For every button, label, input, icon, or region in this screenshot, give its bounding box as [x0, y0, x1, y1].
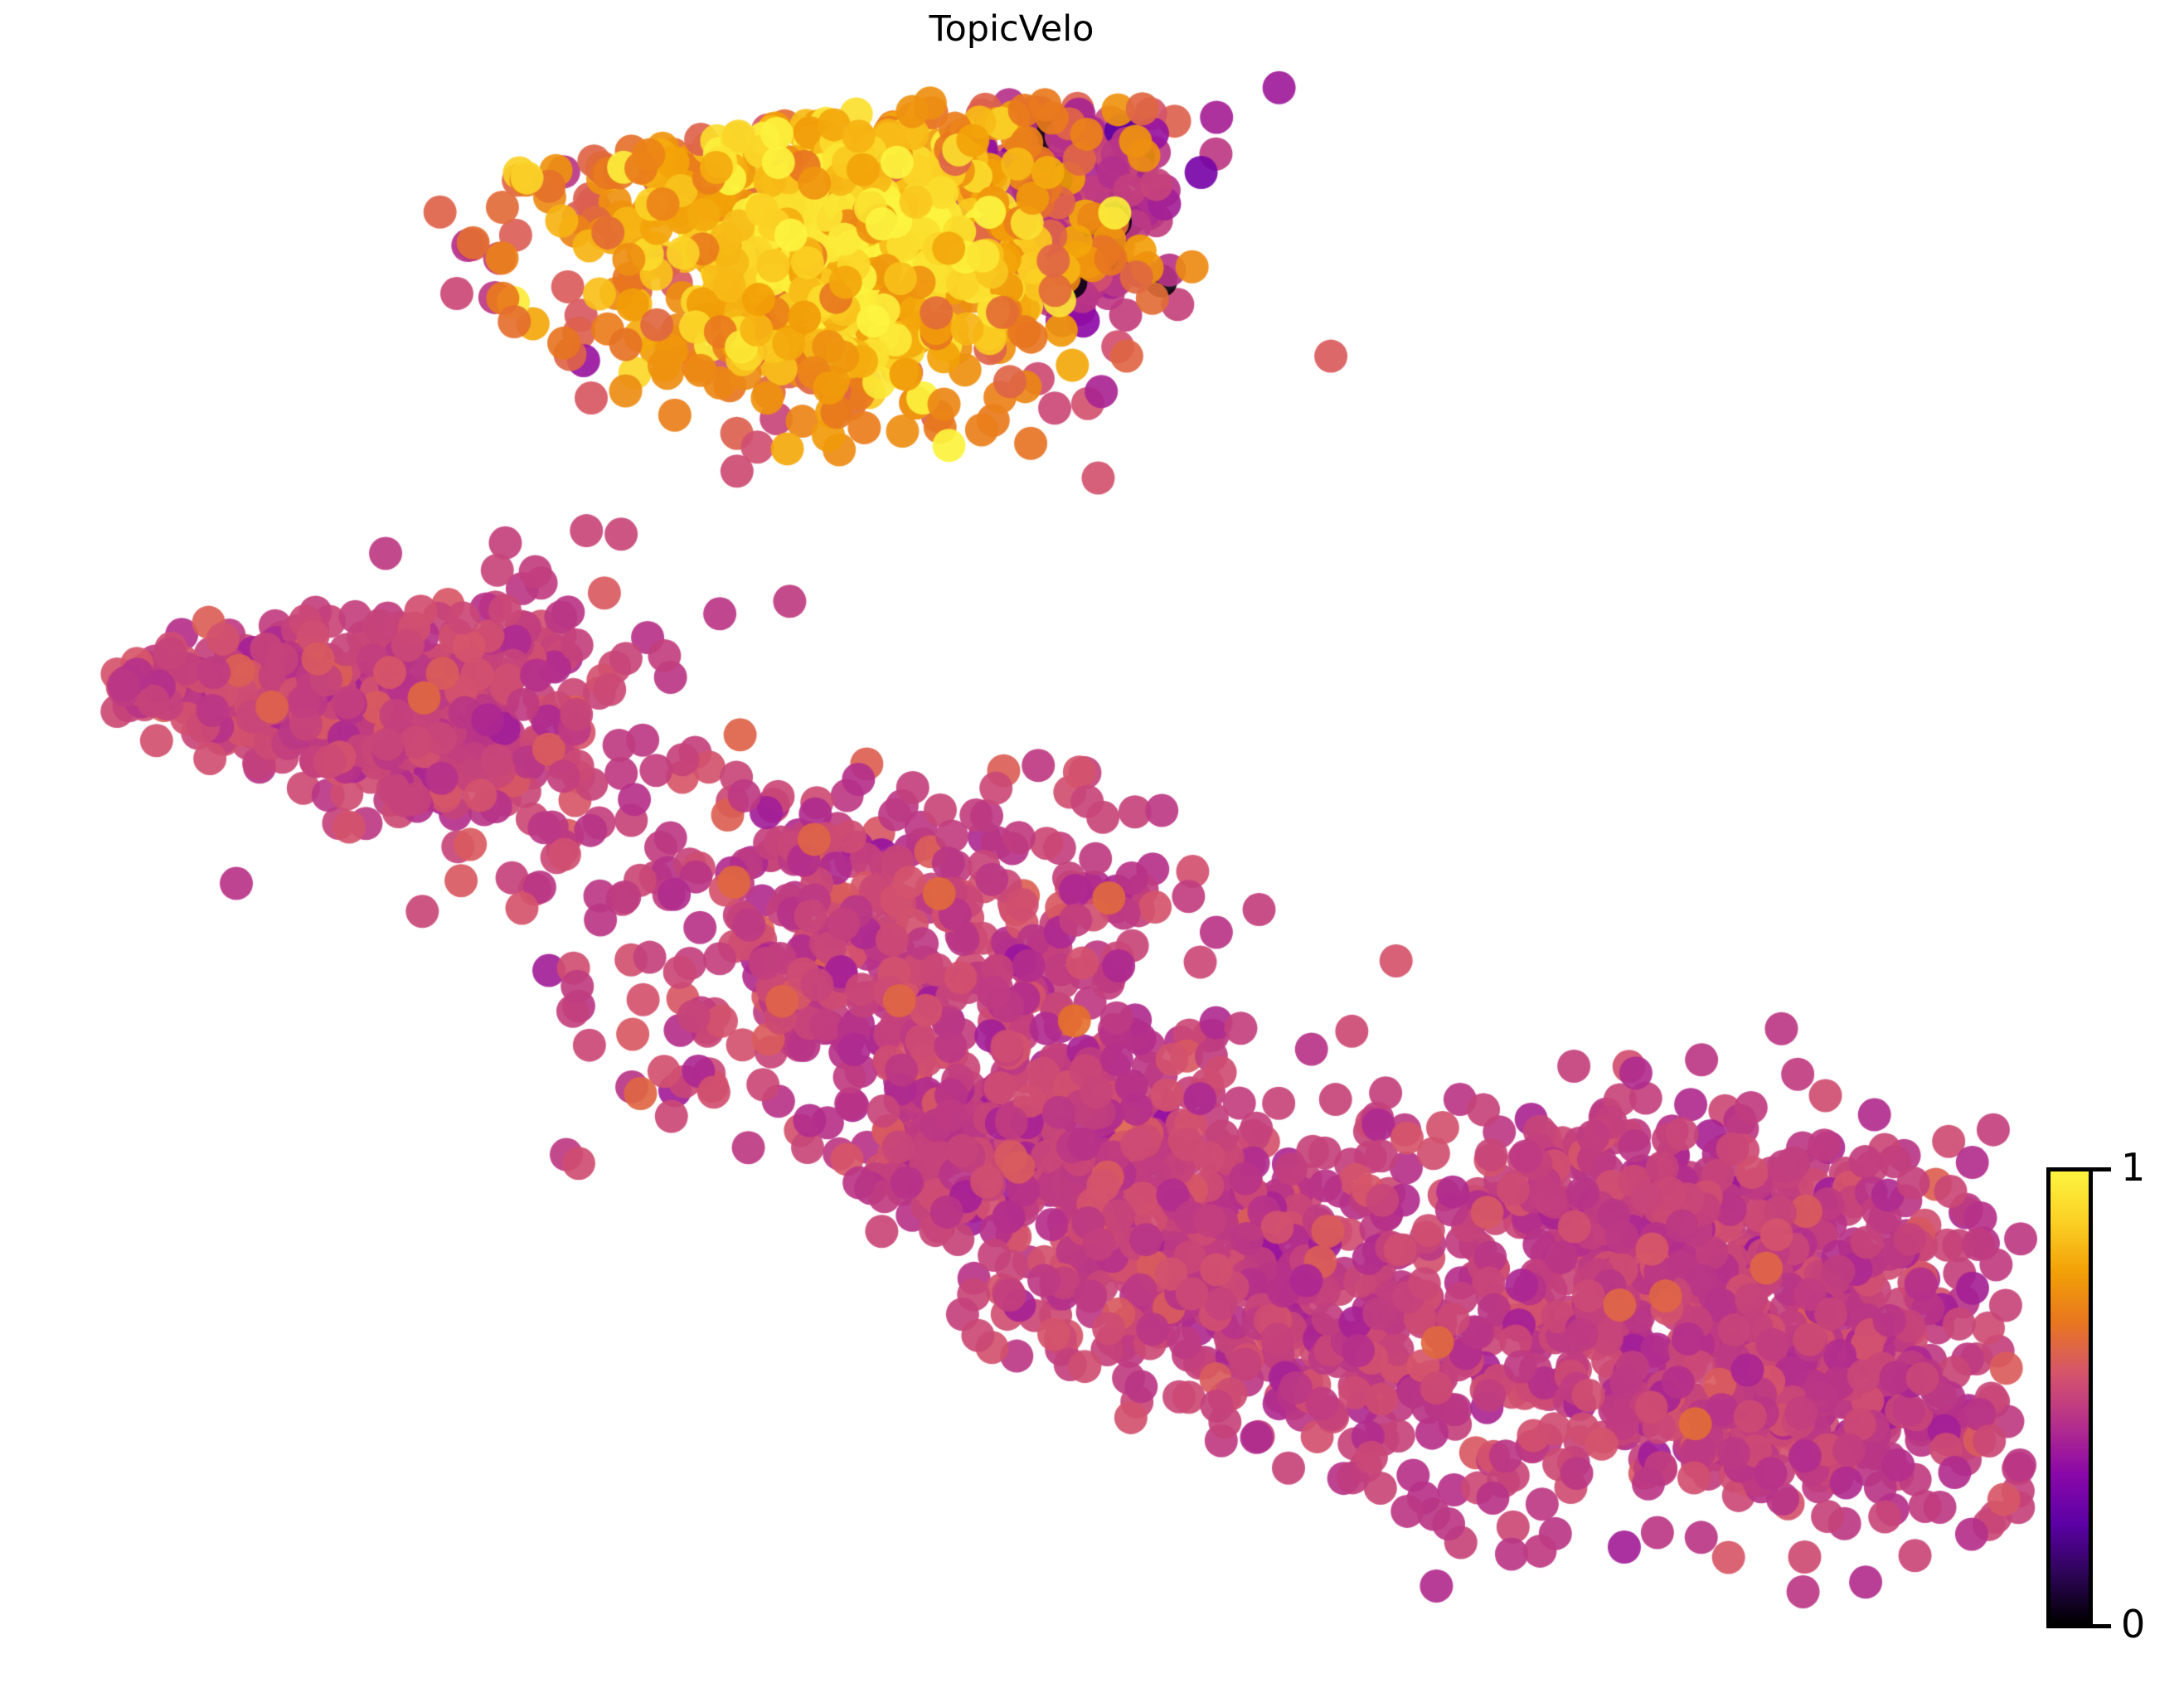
- colorbar: [2046, 1167, 2093, 1628]
- colorbar-label-min: 0: [2121, 1602, 2146, 1647]
- colorbar-tick-min: [2093, 1624, 2111, 1628]
- colorbar-gradient: [2051, 1171, 2089, 1624]
- colorbar-tick-max: [2093, 1167, 2111, 1171]
- colorbar-label-max: 1: [2121, 1145, 2146, 1190]
